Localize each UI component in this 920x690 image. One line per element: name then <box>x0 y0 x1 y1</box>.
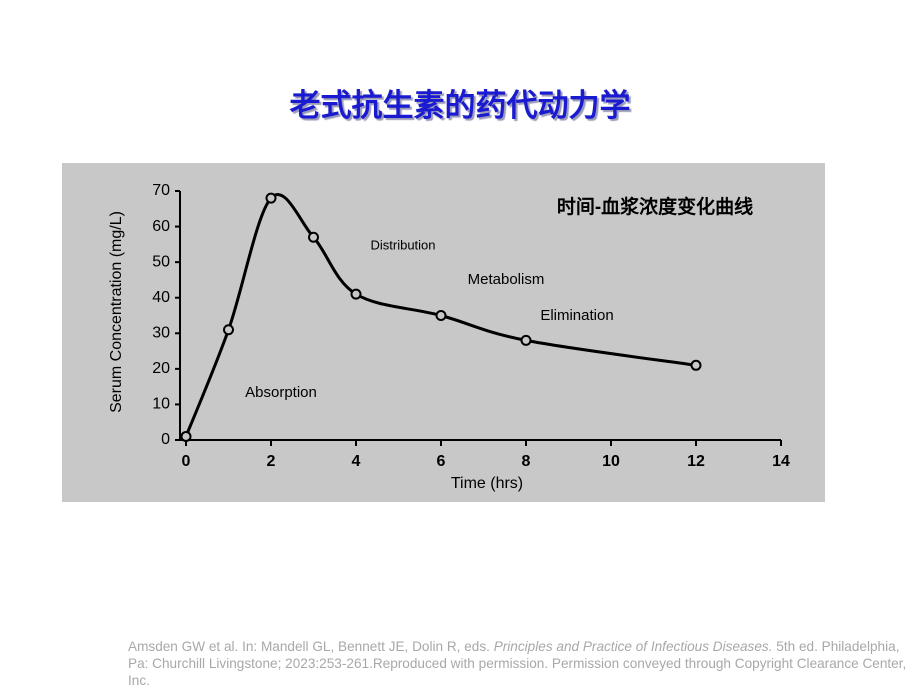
x-tick-label: 0 <box>182 453 191 470</box>
y-tick-label: 30 <box>152 325 170 342</box>
x-tick-label: 6 <box>437 453 446 470</box>
x-tick-label: 4 <box>352 453 361 470</box>
y-tick-label: 50 <box>152 253 170 270</box>
citation-text: Amsden GW et al. In: Mandell GL, Bennett… <box>128 639 494 654</box>
data-point <box>308 231 319 243</box>
slide-title: 老式抗生素的药代动力学 <box>289 88 631 124</box>
citation-title: Principles and Practice of Infectious Di… <box>493 639 773 654</box>
citation-text: 5th ed. Philadelphia, Pa: Churchill Livi… <box>128 639 907 688</box>
x-tick-label: 12 <box>687 453 705 470</box>
data-point <box>690 359 702 371</box>
x-tick-label: 8 <box>522 453 531 470</box>
data-point <box>520 334 532 346</box>
chart-panel <box>62 163 825 502</box>
y-axis-label: Serum Concentration (mg/L) <box>108 211 125 413</box>
annotation: Elimination <box>540 307 613 324</box>
data-point <box>350 288 362 300</box>
x-tick-label: 14 <box>772 453 790 470</box>
annotation: Metabolism <box>468 271 545 288</box>
x-axis-label: Time (hrs) <box>451 475 523 492</box>
annotation: 时间-血浆浓度变化曲线 <box>557 195 753 218</box>
data-point <box>180 430 192 442</box>
x-tick-label: 10 <box>602 453 620 470</box>
y-tick-label: 10 <box>152 396 170 413</box>
y-tick-label: 20 <box>152 360 170 377</box>
annotation: Distribution <box>370 237 435 252</box>
y-tick-label: 70 <box>152 182 170 199</box>
data-point <box>223 324 234 336</box>
y-tick-label: 60 <box>152 218 170 235</box>
citation: Amsden GW et al. In: Mandell GL, Bennett… <box>128 638 913 689</box>
annotation: Absorption <box>245 384 317 401</box>
data-point <box>435 310 447 321</box>
y-tick-label: 0 <box>161 431 170 448</box>
x-tick-label: 2 <box>267 453 276 470</box>
y-tick-label: 40 <box>152 289 170 306</box>
data-point <box>265 192 277 204</box>
